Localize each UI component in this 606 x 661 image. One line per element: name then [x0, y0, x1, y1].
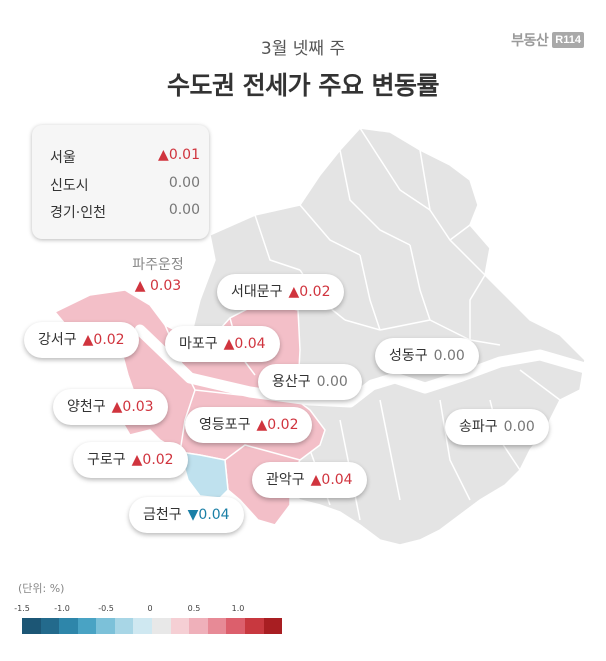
- district-name: 강서구: [38, 332, 77, 348]
- district-label-geumcheon[interactable]: 금천구 ▼0.04: [129, 497, 244, 533]
- legend-swatch: [133, 618, 153, 634]
- district-name: 영등포구: [199, 417, 251, 433]
- han-river: [134, 324, 591, 408]
- summary-row-gyeonggi-incheon: 경기·인천 0.00: [50, 202, 200, 222]
- floating-name: 파주운정: [132, 257, 184, 273]
- summary-value: 0.00: [168, 202, 200, 218]
- summary-row-seoul: 서울 ▲0.01: [50, 147, 200, 167]
- paju-unjeong-label: 파주운정 ▲ 0.03: [118, 255, 198, 297]
- district-value: 0.00: [316, 374, 348, 390]
- district-label-songpa[interactable]: 송파구 0.00: [445, 409, 549, 445]
- brand-logo: 부동산 R114: [511, 30, 584, 50]
- summary-name: 신도시: [50, 178, 89, 194]
- district-value: ▲0.03: [111, 399, 154, 415]
- legend-swatch: [207, 618, 227, 634]
- district-label-seongdong[interactable]: 성동구 0.00: [375, 338, 479, 374]
- unit-label: (단위: %): [18, 582, 65, 595]
- color-scale-legend: [22, 618, 283, 634]
- page-title: 수도권 전세가 주요 변동률: [166, 71, 440, 100]
- district-label-seodaemun[interactable]: 서대문구 ▲0.02: [217, 274, 345, 310]
- legend-swatch: [226, 618, 245, 634]
- district-name: 구로구: [87, 452, 126, 468]
- district-name: 서대문구: [231, 284, 283, 300]
- district-label-guro[interactable]: 구로구 ▲0.02: [73, 442, 188, 478]
- summary-name: 서울: [50, 150, 76, 166]
- district-name: 마포구: [179, 336, 218, 352]
- brand-badge: R114: [552, 32, 584, 48]
- district-label-yeongdeungpo[interactable]: 영등포구 ▲0.02: [185, 407, 313, 443]
- legend-swatch: [114, 618, 134, 634]
- legend-swatch: [263, 618, 283, 634]
- summary-row-new-towns: 신도시 0.00: [50, 175, 200, 195]
- legend-swatch: [244, 618, 264, 634]
- legend-swatch: [152, 618, 171, 634]
- district-value: ▲0.02: [131, 452, 174, 468]
- legend-swatch: [77, 618, 97, 634]
- floating-value: ▲ 0.03: [134, 278, 182, 294]
- district-value: 0.00: [503, 419, 535, 435]
- district-value: ▲0.02: [82, 332, 125, 348]
- legend-tick: -1.0: [54, 604, 70, 613]
- legend-tick: 0.5: [187, 604, 201, 613]
- map-region-falling: [178, 451, 229, 499]
- district-name: 관악구: [266, 472, 305, 488]
- district-name: 금천구: [143, 507, 182, 523]
- district-name: 송파구: [459, 419, 498, 435]
- legend-tick: -0.5: [98, 604, 114, 613]
- summary-name: 경기·인천: [50, 205, 106, 221]
- district-value: ▼0.04: [187, 507, 230, 523]
- legend-tick: -1.5: [14, 604, 30, 613]
- district-value: ▲0.04: [310, 472, 353, 488]
- district-value: ▲0.04: [223, 336, 266, 352]
- district-name: 양천구: [67, 399, 106, 415]
- district-value: 0.00: [433, 348, 465, 364]
- summary-value: ▲0.01: [158, 147, 200, 163]
- legend-swatch: [189, 618, 208, 634]
- district-value: ▲0.02: [288, 284, 331, 300]
- district-label-gwanak[interactable]: 관악구 ▲0.04: [252, 462, 367, 498]
- district-name: 성동구: [389, 348, 428, 364]
- district-label-gangseo[interactable]: 강서구 ▲0.02: [24, 322, 139, 358]
- summary-box: 서울 ▲0.01 신도시 0.00 경기·인천 0.00: [32, 125, 209, 239]
- legend-swatch: [22, 618, 41, 634]
- district-value: ▲0.02: [256, 417, 299, 433]
- district-label-yangcheon[interactable]: 양천구 ▲0.03: [53, 389, 168, 425]
- brand-text: 부동산: [511, 33, 549, 49]
- summary-value: 0.00: [168, 175, 200, 191]
- subtitle: 3월 넷째 주: [260, 39, 346, 59]
- legend-swatch: [170, 618, 190, 634]
- district-label-yongsan[interactable]: 용산구 0.00: [258, 364, 362, 400]
- legend-swatch: [40, 618, 60, 634]
- district-label-mapo[interactable]: 마포구 ▲0.04: [165, 326, 280, 362]
- district-name: 용산구: [272, 374, 311, 390]
- legend-swatch: [96, 618, 115, 634]
- legend-tick: 0: [147, 604, 153, 613]
- legend-swatch: [59, 618, 78, 634]
- legend-tick: 1.0: [231, 604, 245, 613]
